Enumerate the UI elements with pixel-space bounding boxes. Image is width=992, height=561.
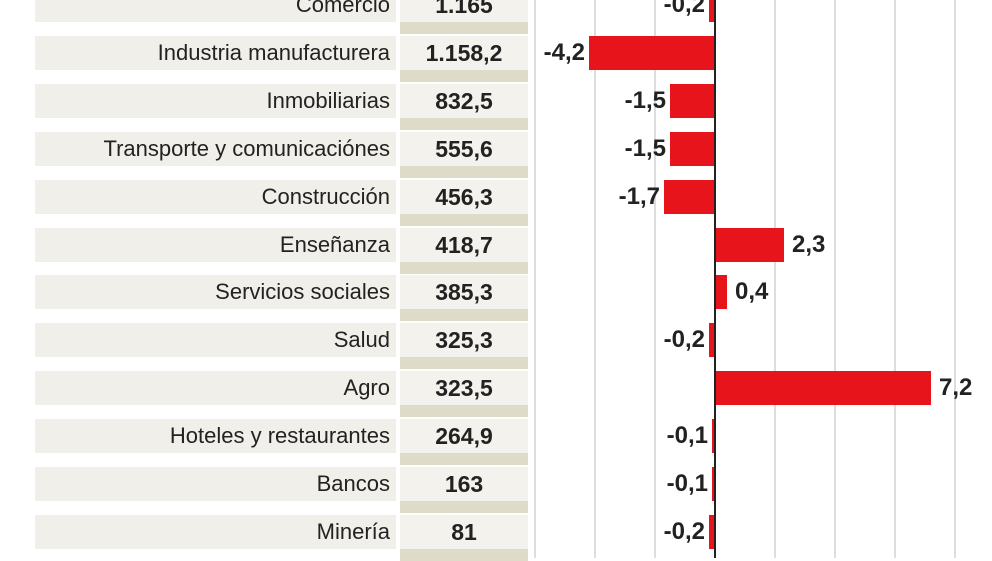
bar xyxy=(712,467,715,501)
row-separator xyxy=(400,453,528,466)
data-label: -0,1 xyxy=(666,422,708,450)
row-separator xyxy=(400,357,528,370)
bar xyxy=(712,419,715,454)
table-value: 1.165 xyxy=(400,0,528,22)
bar xyxy=(664,179,715,214)
category-label: Transporte y comunicaciónes xyxy=(35,131,396,166)
bar xyxy=(670,131,715,166)
category-label: Agro xyxy=(35,371,396,406)
category-label: Bancos xyxy=(35,467,396,501)
category-label: Enseñanza xyxy=(35,227,396,262)
table-value: 264,9 xyxy=(400,419,528,454)
zero-axis xyxy=(714,0,716,558)
table-value: 325,3 xyxy=(400,323,528,358)
table-value: 418,7 xyxy=(400,227,528,262)
table-value: 163 xyxy=(400,467,528,501)
table-value: 555,6 xyxy=(400,131,528,166)
data-label: 0,4 xyxy=(735,278,769,306)
category-label: Inmobiliarias xyxy=(35,83,396,118)
data-label: -4,2 xyxy=(543,38,585,66)
category-label: Hoteles y restaurantes xyxy=(35,419,396,454)
table-value: 385,3 xyxy=(400,275,528,310)
row-separator xyxy=(400,69,528,82)
row-separator xyxy=(400,405,528,418)
data-label: -0,2 xyxy=(663,326,705,354)
data-label: -1,5 xyxy=(624,134,666,162)
bar xyxy=(709,323,715,358)
row-separator xyxy=(400,165,528,178)
gridline xyxy=(774,0,776,558)
data-label: 2,3 xyxy=(792,230,826,258)
table-value: 323,5 xyxy=(400,371,528,406)
bar xyxy=(709,0,715,22)
gridline xyxy=(954,0,956,558)
row-separator xyxy=(400,501,528,513)
category-label: Servicios sociales xyxy=(35,275,396,310)
row-separator xyxy=(400,117,528,130)
gridline xyxy=(594,0,596,558)
data-label: -1,5 xyxy=(624,86,666,114)
row-separator xyxy=(400,261,528,274)
data-label: 7,2 xyxy=(939,374,973,402)
bar xyxy=(715,275,727,310)
category-label: Comercio xyxy=(35,0,396,22)
table-value: 832,5 xyxy=(400,83,528,118)
row-separator xyxy=(400,548,528,561)
data-label: -0,2 xyxy=(663,0,705,18)
gridline xyxy=(894,0,896,558)
row-separator xyxy=(400,22,528,34)
bar xyxy=(715,227,784,262)
row-separator xyxy=(400,213,528,226)
data-label: -0,1 xyxy=(666,470,708,497)
category-label: Industria manufacturera xyxy=(35,35,396,70)
bar xyxy=(589,35,715,70)
category-label: Minería xyxy=(35,514,396,549)
bar xyxy=(709,514,715,549)
table-value: 81 xyxy=(400,514,528,549)
category-label: Salud xyxy=(35,323,396,358)
gridline xyxy=(834,0,836,558)
table-value: 456,3 xyxy=(400,179,528,214)
bar xyxy=(670,83,715,118)
gridline xyxy=(654,0,656,558)
row-separator xyxy=(400,309,528,322)
table-value: 1.158,2 xyxy=(400,35,528,70)
data-label: -0,2 xyxy=(663,517,705,545)
category-label: Construcción xyxy=(35,179,396,214)
gridline xyxy=(534,0,536,558)
bar xyxy=(715,371,931,406)
data-label: -1,7 xyxy=(618,182,660,210)
